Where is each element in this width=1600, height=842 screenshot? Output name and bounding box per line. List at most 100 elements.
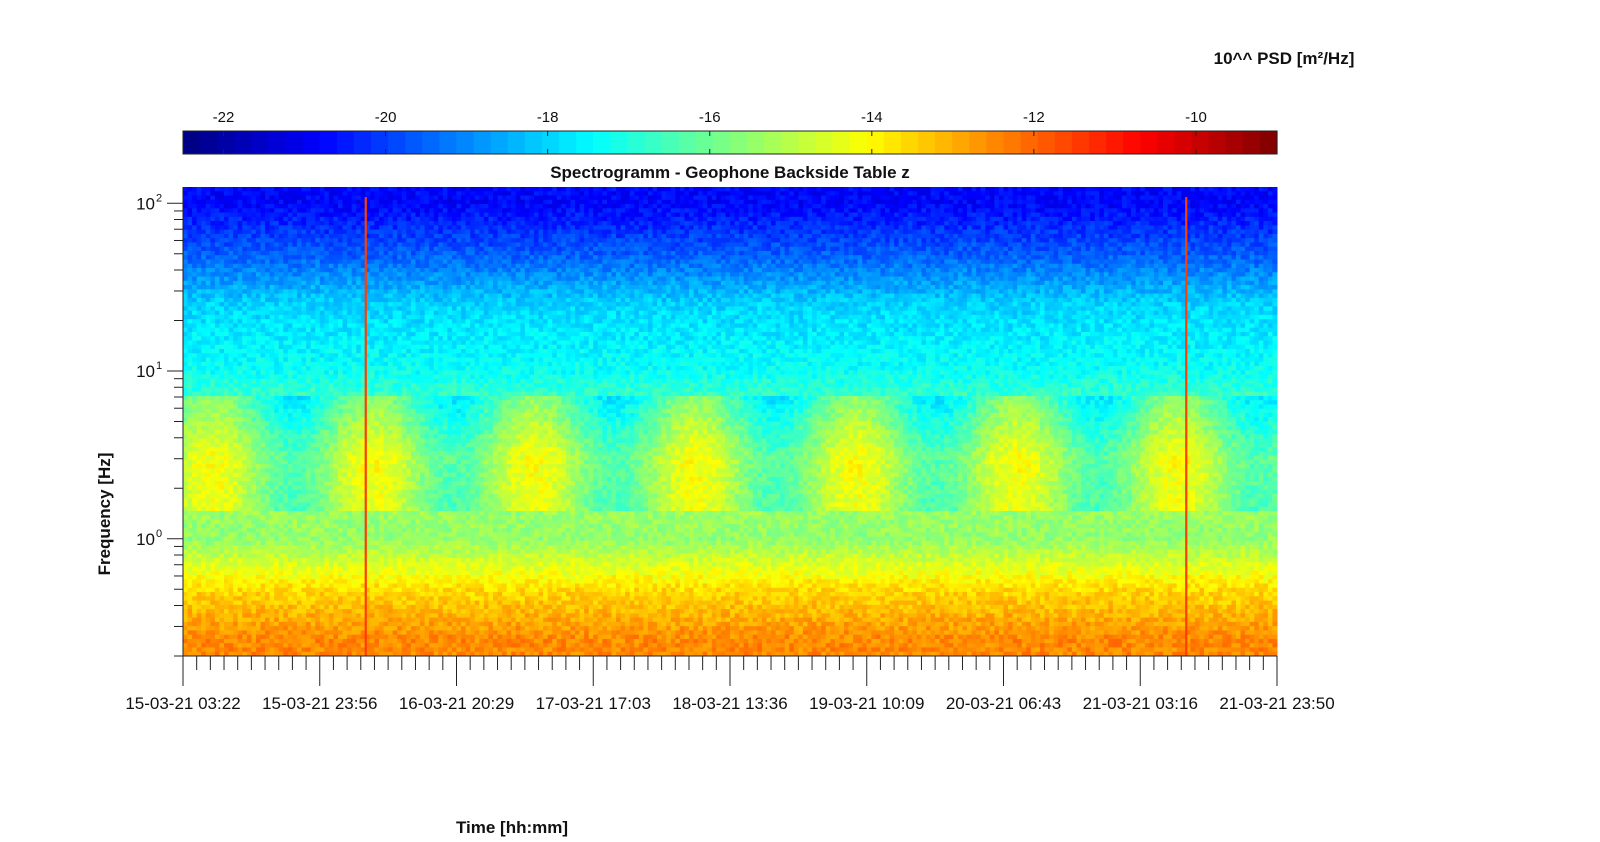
spectrogram-cell	[214, 216, 220, 222]
colorbar-cell	[576, 131, 594, 154]
spectrogram-cell	[688, 255, 695, 260]
spectrogram-cell	[752, 225, 758, 231]
spectrogram-cell	[319, 242, 325, 248]
spectrogram-cell	[502, 225, 508, 231]
spectrogram-cell	[716, 199, 722, 205]
spectrogram-cell	[570, 208, 576, 214]
spectrogram-cell	[666, 263, 672, 269]
spectrogram-cell	[292, 208, 298, 214]
spectrogram-cell	[980, 212, 986, 218]
spectrogram-cell	[488, 272, 494, 278]
spectrogram-cell	[1158, 259, 1164, 265]
spectrogram-cell	[524, 246, 530, 252]
colorbar-cell	[388, 131, 406, 154]
spectrogram-cell	[1080, 246, 1087, 252]
spectrogram-cell	[620, 195, 626, 201]
spectrogram-cell	[433, 246, 439, 252]
colorbar-tick-label: -14	[861, 109, 883, 126]
spectrogram-cell	[406, 246, 412, 252]
spectrogram-cell	[816, 238, 822, 243]
spectrogram-cell	[625, 195, 631, 201]
spectrogram-cell	[533, 263, 540, 269]
spectrogram-cell	[233, 250, 239, 256]
spectrogram-cell	[962, 204, 968, 209]
spectrogram-cell	[461, 259, 467, 265]
spectrogram-cell	[1039, 263, 1046, 269]
spectrogram-cell	[328, 242, 334, 248]
spectrogram-cell	[283, 268, 289, 273]
spectrogram-cell	[588, 187, 594, 192]
spectrogram-cell	[1117, 195, 1123, 201]
spectrogram-cell	[424, 195, 430, 201]
spectrogram-cell	[884, 187, 891, 192]
spectrogram-cell	[898, 268, 904, 273]
spectrogram-cell	[1240, 229, 1246, 235]
spectrogram-cell	[725, 233, 731, 239]
spectrogram-cell	[187, 221, 193, 226]
spectrogram-cell	[360, 259, 366, 265]
spectrogram-cell	[296, 272, 303, 278]
spectrogram-cell	[875, 238, 881, 243]
spectrogram-cell	[292, 238, 298, 243]
spectrogram-cell	[1208, 216, 1214, 222]
spectrogram-cell	[1090, 208, 1096, 214]
spectrogram-cell	[1163, 263, 1169, 269]
spectrogram-cell	[319, 233, 325, 239]
spectrogram-cell	[812, 229, 818, 235]
spectrogram-cell	[360, 208, 366, 214]
spectrogram-cell	[1099, 238, 1105, 243]
spectrogram-cell	[456, 233, 462, 239]
spectrogram-cell	[1026, 246, 1032, 252]
spectrogram-cell	[670, 199, 676, 205]
spectrogram-cell	[1062, 225, 1068, 231]
spectrogram-cell	[319, 216, 325, 222]
spectrogram-cell	[1272, 216, 1278, 222]
spectrogram-cell	[538, 250, 544, 256]
spectrogram-cell	[497, 216, 503, 222]
spectrogram-cell	[1067, 204, 1073, 209]
spectrogram-cell	[798, 199, 804, 205]
spectrogram-cell	[1012, 242, 1018, 248]
spectrogram-cell	[1149, 216, 1155, 222]
spectrogram-cell	[392, 229, 398, 235]
spectrogram-cell	[780, 233, 786, 239]
spectrogram-cell	[1185, 225, 1191, 231]
spectrogram-cell	[880, 250, 886, 256]
spectrogram-cell	[483, 187, 489, 192]
spectrogram-cell	[374, 199, 380, 205]
spectrogram-cell	[843, 221, 850, 226]
spectrogram-cell	[743, 191, 749, 197]
spectrogram-cell	[593, 233, 599, 239]
spectrogram-cell	[606, 225, 612, 231]
spectrogram-cell	[711, 238, 717, 243]
spectrogram-cell	[520, 242, 526, 248]
spectrogram-cell	[497, 242, 503, 248]
spectrogram-cell	[807, 263, 813, 269]
spectrogram-cell	[365, 221, 371, 226]
spectrogram-cell	[1208, 242, 1214, 248]
spectrogram-cell	[1094, 229, 1100, 235]
spectrogram-cell	[502, 246, 508, 252]
spectrogram-cell	[1039, 212, 1046, 218]
spectrogram-cell	[1235, 191, 1242, 197]
spectrogram-cell	[520, 216, 526, 222]
spectrogram-cell	[1208, 233, 1214, 239]
spectrogram-cell	[1267, 221, 1273, 226]
spectrogram-cell	[802, 225, 808, 231]
spectrogram-cell	[260, 263, 266, 269]
spectrogram-cell	[584, 242, 590, 248]
spectrogram-cell	[1231, 268, 1237, 273]
spectrogram-cell	[1167, 246, 1173, 252]
spectrogram-cell	[693, 246, 699, 252]
spectrogram-cell	[616, 246, 622, 252]
spectrogram-cell	[985, 259, 991, 265]
spectrogram-cell	[1240, 246, 1246, 252]
spectrogram-cell	[1003, 212, 1009, 218]
spectrogram-cell	[1149, 229, 1155, 235]
spectrogram-cell	[383, 259, 389, 265]
spectrogram-cell	[698, 259, 704, 265]
spectrogram-cell	[894, 195, 900, 201]
spectrogram-cell	[1008, 204, 1014, 209]
spectrogram-cell	[802, 233, 808, 239]
spectrogram-cell	[1144, 187, 1150, 192]
